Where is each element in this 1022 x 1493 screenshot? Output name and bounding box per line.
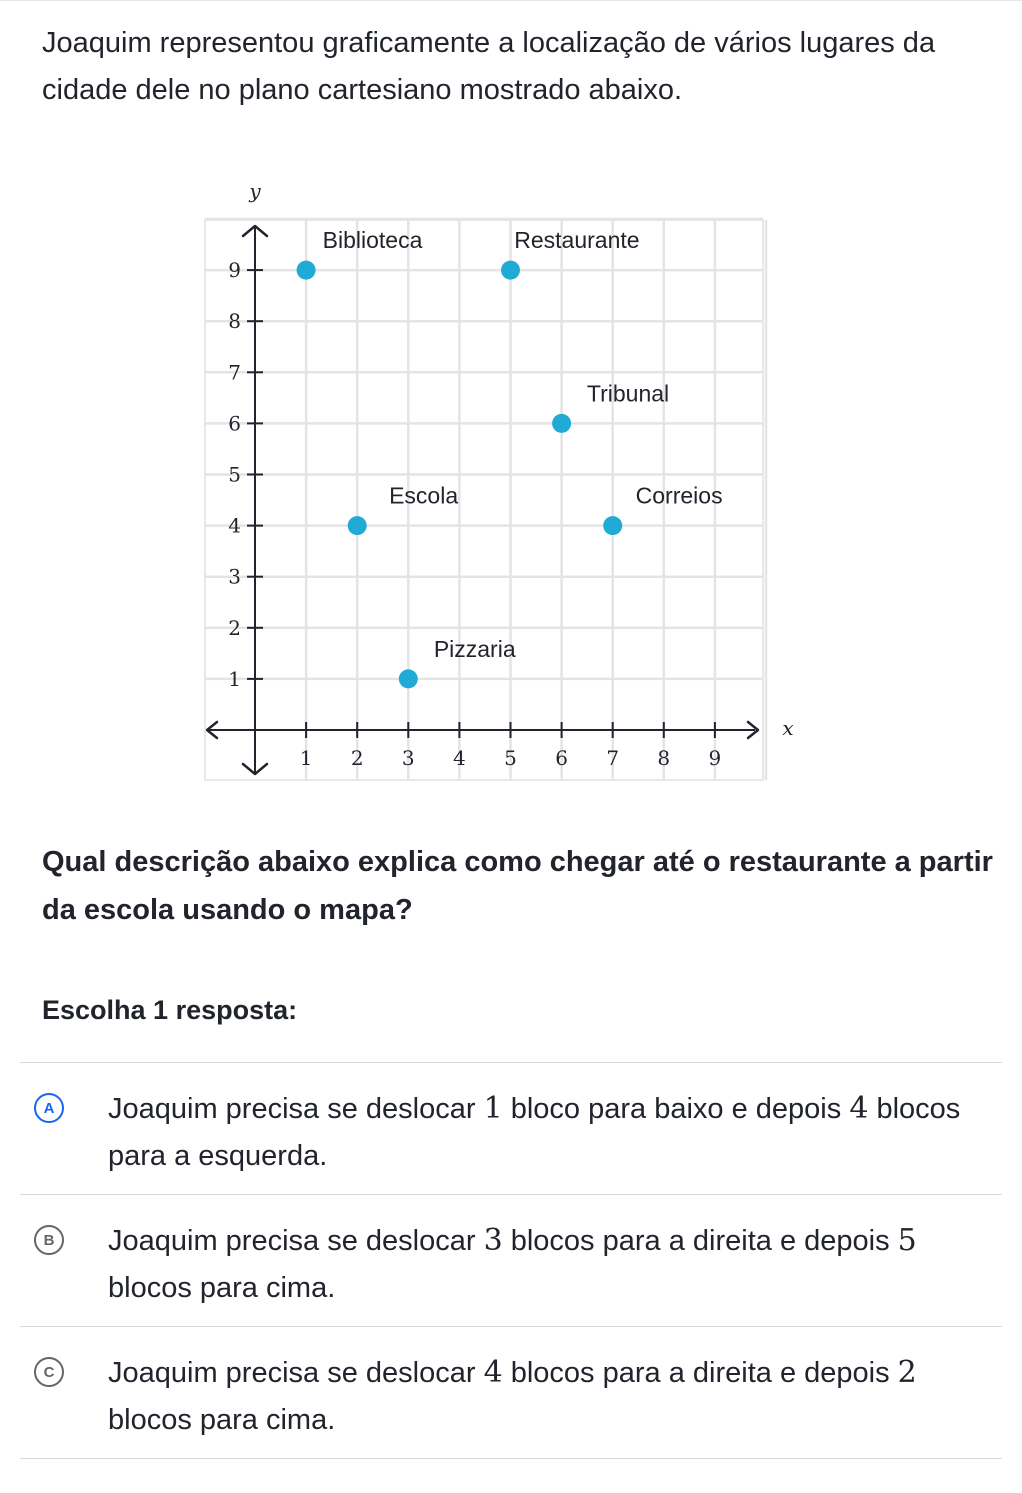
x-tick-label: 9 — [709, 746, 722, 770]
y-tick-label: 5 — [228, 463, 241, 487]
y-tick-label: 1 — [228, 667, 241, 691]
choice-divider — [20, 1062, 1002, 1063]
point-label-restaurante: Restaurante — [514, 227, 639, 253]
choice-a-text: Joaquim precisa se deslocar 1 bloco para… — [108, 1091, 961, 1172]
point-label-escola: Escola — [389, 483, 458, 509]
graph-svg: x y 1 2 3 4 5 6 7 8 9 1 2 3 4 5 6 7 8 9 Biblioteca Restaurant… — [204, 179, 794, 781]
y-axis-label: y — [248, 179, 261, 203]
choice-a[interactable]: A Joaquim precisa se deslocar 1 bloco pa… — [20, 1063, 1002, 1194]
intro-text: Joaquim representou graficamente a local… — [42, 27, 936, 106]
x-axis-label: x — [782, 716, 793, 740]
y-tick-label: 4 — [228, 514, 241, 538]
x-axis-arrow-right — [746, 720, 760, 740]
choice-b-text: Joaquim precisa se deslocar 3 blocos par… — [108, 1223, 917, 1304]
point-escola — [347, 516, 367, 536]
y-tick-label: 9 — [228, 258, 241, 282]
answer-choices: A Joaquim precisa se deslocar 1 bloco pa… — [20, 1062, 1002, 1459]
x-tick-label: 8 — [657, 746, 670, 770]
y-tick-label: 7 — [228, 360, 241, 384]
x-tick-label: 4 — [453, 746, 466, 770]
choice-c-badge: C — [34, 1357, 64, 1387]
point-restaurante — [501, 260, 520, 280]
point-tribunal — [552, 413, 572, 433]
choice-b[interactable]: B Joaquim precisa se deslocar 3 blocos p… — [20, 1195, 1002, 1326]
top-divider — [0, 0, 1022, 1]
y-tick-label: 3 — [228, 565, 241, 589]
question-text: Qual descrição abaixo explica como chega… — [42, 846, 993, 926]
choice-c-text: Joaquim precisa se deslocar 4 blocos par… — [108, 1355, 917, 1436]
x-tick-label: 1 — [300, 746, 313, 770]
x-tick-label: 7 — [606, 746, 619, 770]
x-tick-label: 3 — [402, 746, 415, 770]
choice-a-badge: A — [34, 1093, 64, 1123]
x-tick-label: 2 — [351, 746, 364, 770]
y-axis-arrow-up — [241, 224, 269, 238]
choice-divider — [20, 1458, 1002, 1459]
x-tick-label: 5 — [504, 746, 517, 770]
point-label-tribunal: Tribunal — [587, 380, 669, 406]
choice-b-badge: B — [34, 1225, 64, 1255]
x-tick-label: 6 — [555, 746, 568, 770]
point-label-biblioteca: Biblioteca — [323, 227, 423, 253]
point-correios — [603, 516, 623, 536]
choice-c[interactable]: C Joaquim precisa se deslocar 4 blocos p… — [20, 1327, 1002, 1458]
x-axis-arrow-left — [205, 720, 219, 740]
y-tick-label: 6 — [228, 411, 241, 435]
choice-divider — [20, 1326, 1002, 1327]
answer-prompt: Escolha 1 resposta: — [42, 995, 298, 1025]
point-label-correios: Correios — [636, 483, 723, 509]
point-biblioteca — [296, 260, 316, 280]
plot-frame — [204, 219, 764, 781]
point-label-pizzaria: Pizzaria — [434, 636, 516, 662]
y-axis-arrow-down — [241, 762, 269, 776]
coordinate-graph: x y 1 2 3 4 5 6 7 8 9 1 2 3 4 5 6 7 8 9 Biblioteca Restaurant… — [195, 170, 805, 790]
y-tick-label: 2 — [228, 616, 241, 640]
point-pizzaria — [398, 669, 418, 689]
y-tick-label: 8 — [228, 309, 241, 333]
choice-divider — [20, 1194, 1002, 1195]
